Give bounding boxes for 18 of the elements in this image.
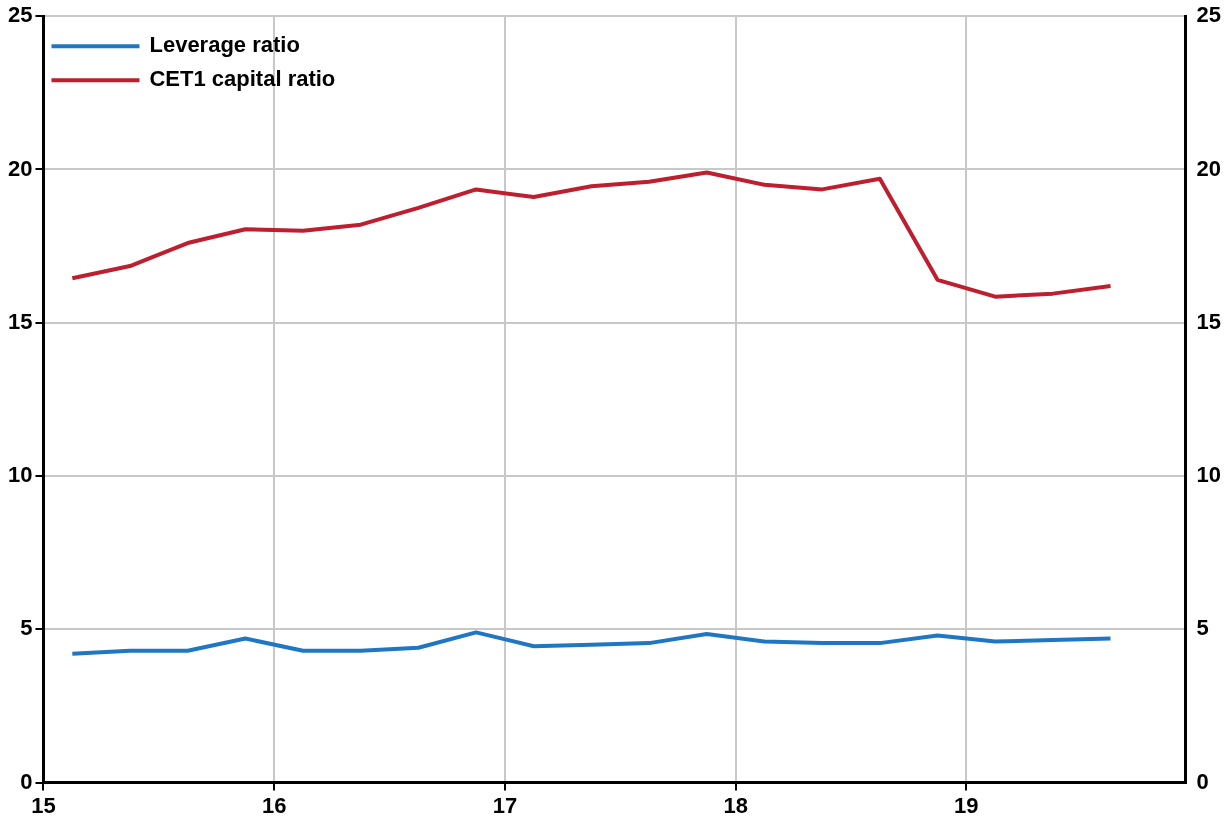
y-tick-label: 5 <box>20 615 33 641</box>
y2-tick-label: 5 <box>1196 615 1209 641</box>
y-tick-label: 10 <box>7 462 33 488</box>
legend-label: CET1 capital ratio <box>149 66 336 92</box>
y2-tick-label: 25 <box>1196 2 1222 28</box>
y2-tick-label: 10 <box>1196 462 1222 488</box>
y-tick-label: 20 <box>7 155 33 181</box>
y2-tick-label: 20 <box>1196 155 1222 181</box>
x-tick-label: 16 <box>261 792 287 818</box>
legend-label: Leverage ratio <box>149 32 300 58</box>
y-tick-label: 0 <box>20 768 33 794</box>
x-tick-label: 17 <box>492 792 518 818</box>
x-tick-label: 18 <box>723 792 748 818</box>
x-tick-label: 19 <box>954 792 979 818</box>
y-tick-label: 15 <box>7 308 33 334</box>
y2-tick-label: 0 <box>1196 768 1209 794</box>
y-tick-label: 25 <box>7 2 33 28</box>
y2-tick-label: 15 <box>1196 308 1222 334</box>
